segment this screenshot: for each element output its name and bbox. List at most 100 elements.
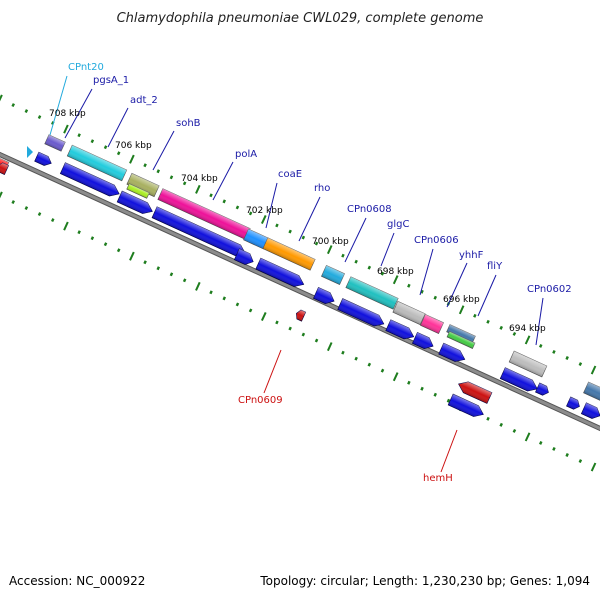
tick-mark: [275, 223, 279, 228]
gene-label-pgsa-1[interactable]: pgsA_1: [93, 75, 129, 86]
label-leader-line: [107, 107, 129, 148]
label-leader-line: [446, 262, 468, 308]
tick-mark: [182, 181, 187, 186]
tick-mark: [24, 206, 29, 210]
tick-mark: [0, 94, 3, 102]
gene-label-cpn0602[interactable]: CPn0602: [527, 284, 572, 295]
gene-label-cpn0608[interactable]: CPn0608: [347, 204, 392, 215]
label-leader-line: [49, 75, 68, 136]
tick-mark: [578, 362, 583, 366]
tick-mark: [195, 281, 201, 291]
tick-mark: [433, 392, 437, 397]
label-leader-line: [440, 429, 458, 473]
gene-label-fliy[interactable]: fliY: [487, 261, 503, 272]
tick-mark: [235, 205, 240, 210]
cds-reverse-arrow-shade: [458, 381, 492, 404]
tick-mark: [314, 338, 319, 343]
label-leader-line: [298, 196, 321, 242]
tick-mark: [367, 362, 372, 367]
tick-mark: [103, 145, 108, 150]
cds-reverse-arrow: [296, 309, 307, 322]
label-leader-line: [535, 297, 544, 346]
scale-label: 706 kbp: [115, 141, 152, 151]
tick-mark: [90, 139, 95, 144]
label-leader-line: [380, 232, 395, 267]
tick-mark: [590, 365, 597, 375]
gene-label-cpnt20[interactable]: CPnt20: [68, 62, 104, 73]
gene-label-sohb[interactable]: sohB: [176, 118, 201, 129]
tick-mark: [129, 251, 135, 261]
tick-mark: [235, 302, 240, 307]
cds-layer: [0, 146, 600, 419]
label-leaders: [49, 75, 544, 473]
gene-label-yhhf[interactable]: yhhF: [459, 250, 484, 261]
tick-mark: [512, 428, 517, 433]
feature-sohb-shade: [157, 188, 251, 240]
accession-text: Accession: NC_000922: [9, 574, 145, 588]
tick-mark: [275, 320, 279, 325]
cds-arrow-shade: [255, 258, 304, 287]
tick-mark: [288, 326, 292, 331]
tick-mark: [288, 229, 292, 234]
tick-mark: [260, 214, 267, 225]
cds-arrow-shade: [337, 298, 384, 327]
tick-mark: [499, 325, 503, 330]
cds-arrow-shade: [581, 402, 600, 419]
scale-label: 694 kbp: [509, 324, 546, 334]
cds-reverse-arrow-shade: [0, 162, 9, 175]
tick-mark: [539, 441, 543, 445]
tick-mark: [260, 311, 267, 322]
feature-glgc-shade: [392, 301, 426, 325]
gene-label-cpn0606[interactable]: CPn0606: [414, 235, 459, 246]
tick-mark: [552, 350, 556, 354]
gene-label-coae[interactable]: coaE: [278, 169, 302, 180]
cds-arrow: [535, 382, 549, 396]
gene-label-hemh[interactable]: hemH: [423, 473, 453, 484]
tick-mark: [195, 184, 201, 194]
tick-mark: [51, 121, 55, 125]
cds-arrow-shade: [448, 394, 484, 417]
cds-arrow-shade: [117, 191, 153, 214]
feature-cpn0602: [508, 350, 548, 378]
tick-mark: [248, 211, 253, 216]
gene-label-cpn0609[interactable]: CPn0609: [238, 395, 283, 406]
feature-rho-shade: [321, 265, 345, 285]
feature-cpnt20: [44, 134, 66, 152]
scale-label: 708 kbp: [49, 109, 86, 119]
tick-mark: [341, 350, 345, 355]
feature-fliy-shade: [447, 331, 475, 349]
cds-arrow: [438, 342, 466, 362]
rna-marker: [27, 146, 33, 158]
feature-adt-2-sub-shade: [126, 183, 150, 199]
label-leader-line: [152, 130, 175, 171]
tick-mark: [499, 422, 503, 427]
cds-arrow: [255, 257, 305, 287]
feature-fliy: [446, 331, 476, 349]
cds-reverse-arrow: [0, 162, 10, 176]
cds-arrow: [566, 396, 580, 410]
tick-mark: [420, 289, 424, 294]
cds-arrow: [233, 248, 254, 265]
tick-mark: [169, 175, 174, 180]
tick-mark: [486, 319, 490, 324]
tick-mark: [407, 380, 411, 385]
tick-mark: [473, 313, 477, 318]
tick-mark: [11, 200, 15, 205]
cds-arrow-shade: [313, 287, 335, 304]
label-leader-line: [263, 349, 282, 394]
cds-arrow-shade: [34, 152, 52, 166]
tick-mark: [0, 191, 3, 199]
scale-label: 700 kbp: [312, 237, 349, 247]
tick-mark: [182, 278, 187, 283]
gene-label-rho[interactable]: rho: [314, 183, 330, 194]
tick-mark: [524, 432, 531, 442]
gene-label-adt-2[interactable]: adt_2: [130, 95, 158, 106]
feature-cpn0606-shade: [420, 314, 444, 334]
feature-cpn0608: [345, 276, 399, 310]
cds-arrow: [385, 319, 415, 340]
tick-mark: [77, 133, 81, 138]
gene-label-pola[interactable]: polA: [235, 149, 257, 160]
cds-arrow: [116, 190, 153, 214]
gene-label-glgc[interactable]: glgC: [387, 219, 409, 230]
